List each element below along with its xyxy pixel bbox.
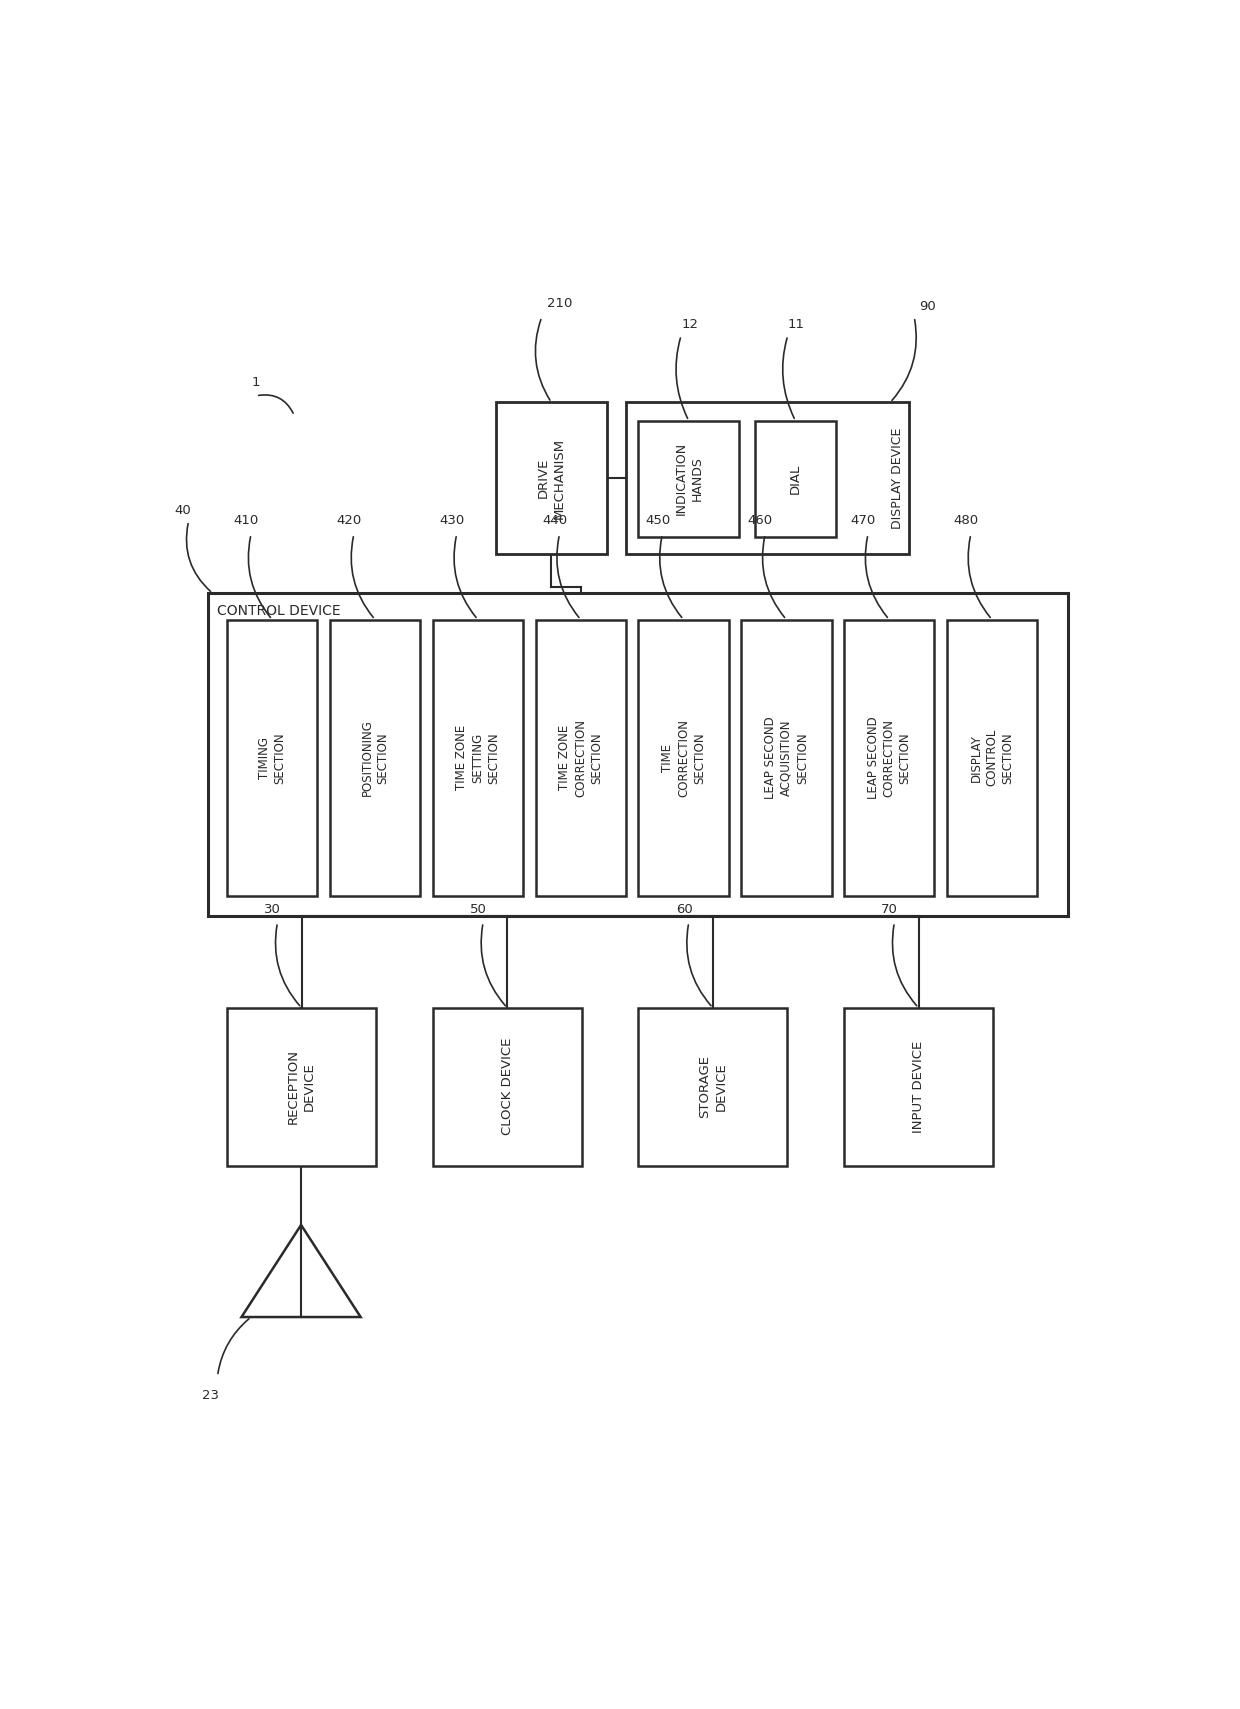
Bar	[433, 620, 523, 896]
Bar	[844, 1008, 993, 1166]
Text: 50: 50	[470, 902, 487, 916]
Text: POSITIONING
SECTION: POSITIONING SECTION	[361, 719, 389, 796]
Text: DRIVE
MECHANISM: DRIVE MECHANISM	[537, 438, 565, 520]
Text: INDICATION
HANDS: INDICATION HANDS	[675, 443, 703, 516]
Text: DISPLAY DEVICE: DISPLAY DEVICE	[892, 427, 904, 528]
Text: CONTROL DEVICE: CONTROL DEVICE	[217, 603, 341, 619]
Text: 1: 1	[250, 376, 259, 390]
Text: TIME ZONE
SETTING
SECTION: TIME ZONE SETTING SECTION	[455, 725, 501, 790]
Bar	[639, 1008, 787, 1166]
Text: TIME ZONE
CORRECTION
SECTION: TIME ZONE CORRECTION SECTION	[558, 719, 603, 796]
Text: 210: 210	[547, 297, 572, 311]
Bar	[639, 620, 729, 896]
Bar	[844, 620, 935, 896]
Bar	[947, 620, 1037, 896]
Text: LEAP SECOND
ACQUISITION
SECTION: LEAP SECOND ACQUISITION SECTION	[764, 716, 808, 800]
Text: 30: 30	[264, 902, 281, 916]
Text: 430: 430	[439, 514, 465, 528]
Text: LEAP SECOND
CORRECTION
SECTION: LEAP SECOND CORRECTION SECTION	[867, 716, 911, 800]
Text: 410: 410	[233, 514, 259, 528]
Bar	[330, 620, 420, 896]
Text: 70: 70	[882, 902, 898, 916]
Text: 12: 12	[681, 318, 698, 332]
Text: RECEPTION
DEVICE: RECEPTION DEVICE	[286, 1049, 316, 1125]
Bar	[227, 1008, 376, 1166]
Text: 450: 450	[645, 514, 671, 528]
Text: 440: 440	[542, 514, 568, 528]
Bar	[742, 620, 832, 896]
Text: 480: 480	[954, 514, 978, 528]
Text: 460: 460	[748, 514, 773, 528]
Bar	[536, 620, 626, 896]
Text: TIMING
SECTION: TIMING SECTION	[258, 731, 286, 784]
Text: STORAGE
DEVICE: STORAGE DEVICE	[698, 1054, 728, 1118]
Bar	[626, 402, 909, 554]
Text: DIAL: DIAL	[789, 463, 802, 494]
Text: INPUT DEVICE: INPUT DEVICE	[911, 1041, 925, 1133]
Text: 60: 60	[676, 902, 692, 916]
Text: 23: 23	[202, 1389, 219, 1403]
Bar	[755, 420, 836, 537]
Bar	[496, 402, 606, 554]
Bar	[227, 620, 317, 896]
Text: 420: 420	[336, 514, 362, 528]
Bar	[208, 593, 1068, 916]
Bar	[433, 1008, 582, 1166]
Text: 11: 11	[787, 318, 805, 332]
Text: CLOCK DEVICE: CLOCK DEVICE	[501, 1037, 513, 1135]
Text: 40: 40	[174, 504, 191, 516]
Text: TIME
CORRECTION
SECTION: TIME CORRECTION SECTION	[661, 719, 706, 796]
Text: DISPLAY
CONTROL
SECTION: DISPLAY CONTROL SECTION	[970, 730, 1014, 786]
Bar	[639, 420, 739, 537]
Text: 90: 90	[919, 301, 936, 313]
Text: 470: 470	[851, 514, 875, 528]
